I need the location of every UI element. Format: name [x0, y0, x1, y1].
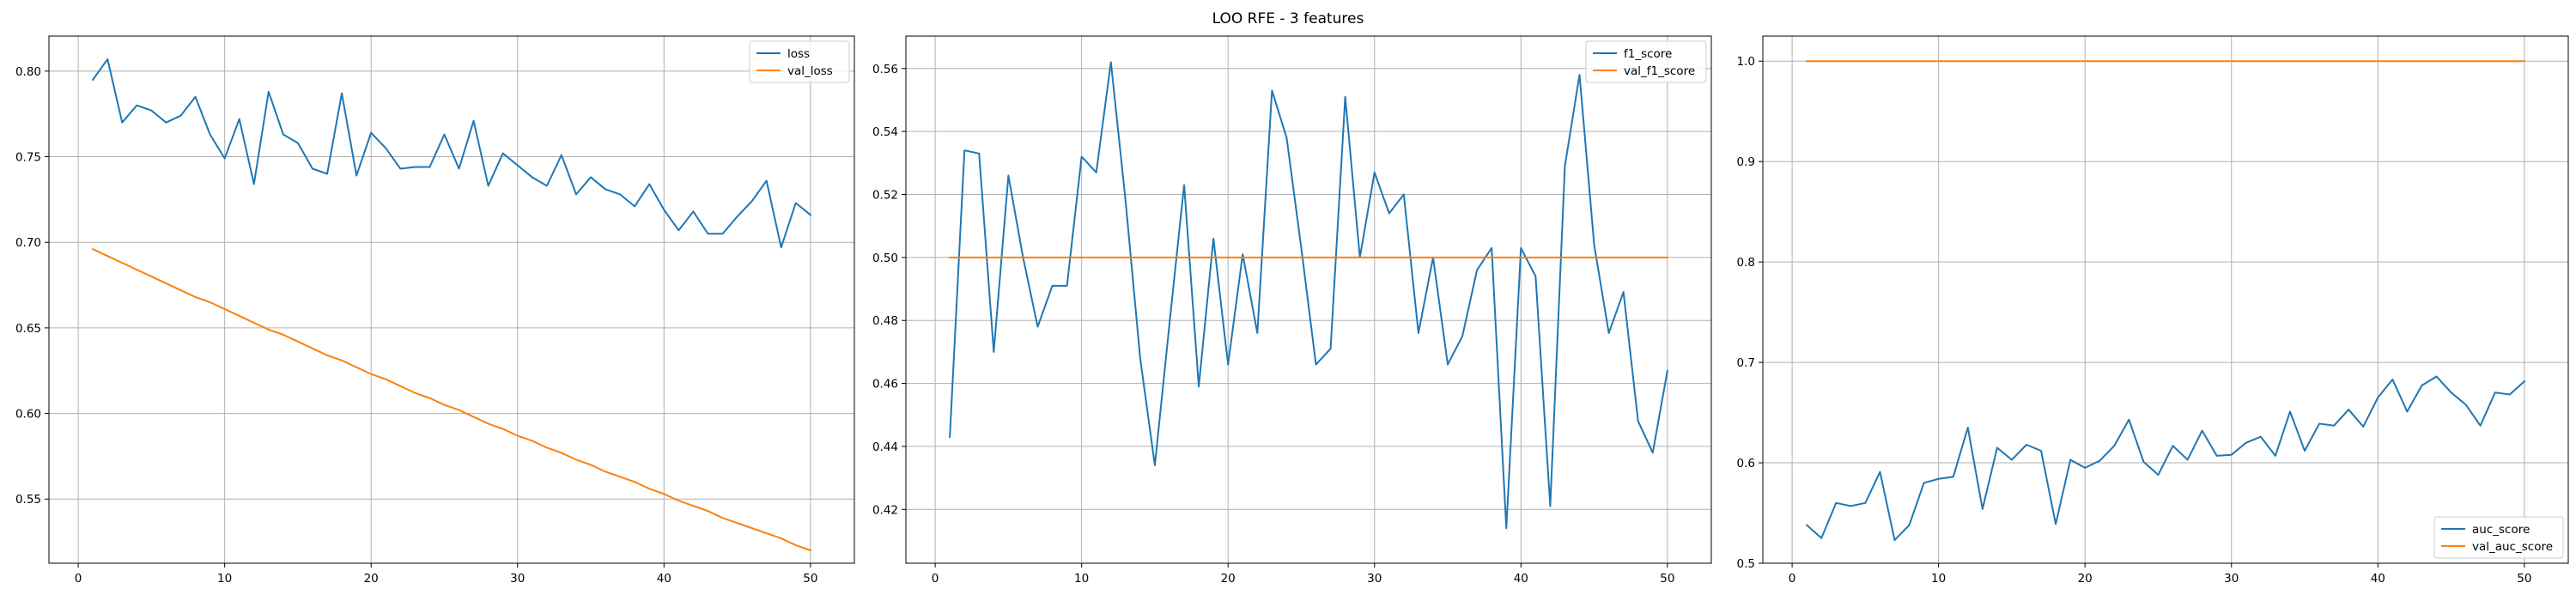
x-tick-label: 20 [2078, 572, 2093, 586]
y-tick-label: 0.48 [872, 314, 898, 328]
y-tick-label: 0.52 [872, 188, 898, 202]
y-tick-label: 0.8 [1737, 256, 1755, 270]
x-tick-label: 0 [1789, 572, 1796, 586]
y-tick-label: 0.46 [872, 378, 898, 392]
x-tick-label: 10 [1074, 572, 1089, 586]
legend-label-loss: loss [787, 47, 810, 61]
legend-box [2433, 516, 2564, 559]
y-tick-label: 0.65 [15, 322, 41, 336]
y-tick-label: 0.80 [15, 65, 41, 79]
y-tick-label: 0.9 [1737, 155, 1755, 169]
x-tick-label: 50 [803, 572, 817, 586]
grid [49, 36, 854, 563]
series-line-auc-score [1805, 375, 2526, 542]
x-tick-label: 20 [1221, 572, 1236, 586]
y-tick-label: 0.55 [15, 493, 41, 507]
x-tick-label: 30 [1367, 572, 1382, 586]
x-tick-label: 50 [2517, 572, 2531, 586]
subplot-2: 0 10 20 30 40 50 0.42 0.44 0.46 0.48 0.50 0.52 0.54 0… [872, 35, 1712, 586]
subplots: 0 10 20 30 40 500.550.600.650.700.750.80lossv… [15, 35, 2569, 586]
x-tick-label: 30 [2224, 572, 2239, 586]
axes-frame [1762, 35, 2569, 564]
x-tick-label: 40 [1514, 572, 1528, 586]
legend-box [749, 40, 850, 83]
legend: loss val_loss [749, 40, 850, 83]
legend-label-f1-score: f1_score [1624, 47, 1672, 61]
legend-box [1585, 40, 1707, 83]
x-tick-label: 10 [217, 572, 232, 586]
legend-label-val-loss: val_loss [787, 64, 833, 78]
y-tick-label: 1.0 [1737, 55, 1755, 69]
x-tick-label: 20 [364, 572, 379, 586]
y-tick-label: 0.42 [872, 503, 898, 517]
y-tick-label: 0.5 [1737, 557, 1755, 571]
y-tick-label: 0.7 [1737, 356, 1755, 370]
x-tick-label: 10 [1931, 572, 1946, 586]
y-tick-label: 0.60 [15, 408, 41, 422]
x-tick-label: 50 [1660, 572, 1674, 586]
x-tick-label: 40 [2371, 572, 2385, 586]
figure-title: LOO RFE - 3 features [1212, 10, 1364, 27]
axes-frame [48, 35, 855, 564]
y-tick-label: 0.54 [872, 125, 898, 139]
axes-frame [905, 35, 1712, 564]
x-tick-label: 40 [657, 572, 671, 586]
y-tick-label: 0.70 [15, 236, 41, 250]
subplot-3: 0 10 20 30 40 50 0.5 0.6 0.7 0.8 0.9 1.0 auc_scoreva… [1737, 35, 2569, 586]
series-line-val-loss [91, 247, 812, 552]
y-tick-label: 0.6 [1737, 457, 1755, 470]
legend-label-val-auc-score: val_auc_score [2472, 540, 2553, 554]
y-tick-label: 0.56 [872, 63, 898, 76]
legend: f1_score val_f1_score [1585, 40, 1707, 83]
y-tick-label: 0.75 [15, 151, 41, 165]
x-tick-label: 0 [932, 572, 939, 586]
y-tick-label: 0.44 [872, 440, 898, 454]
series-line-f1-score [949, 61, 1669, 530]
legend: auc_score val_auc_score [2433, 516, 2564, 559]
legend-label-val-f1-score: val_f1_score [1624, 64, 1695, 78]
x-tick-label: 30 [510, 572, 525, 586]
x-tick-label: 0 [75, 572, 82, 586]
subplot-1: 0 10 20 30 40 50 0.55 0.60 0.65 0.70 0.75 0.80 loss v… [15, 35, 855, 586]
legend-label-auc-score: auc_score [2472, 523, 2530, 537]
y-tick-label: 0.50 [872, 252, 898, 265]
series-line-loss [91, 58, 812, 249]
